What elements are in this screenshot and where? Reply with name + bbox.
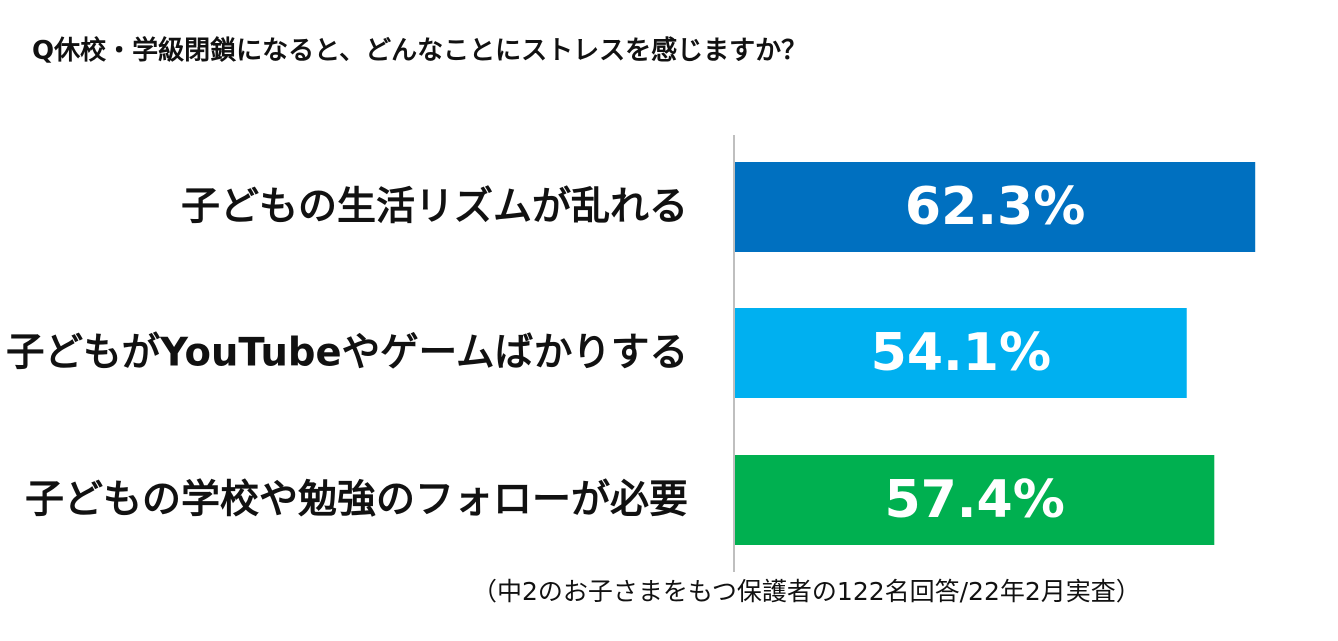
category-label-3: 子どもの学校や勉強のフォローが必要 (25, 478, 688, 523)
bar-3 (735, 455, 1215, 545)
bar-value-label-1: 62.3% (905, 177, 1085, 237)
bar-2 (735, 308, 1187, 398)
chart-title: Q休校・学級閉鎖になると、どんなことにストレスを感じますか？ (32, 36, 808, 66)
bar-1 (735, 162, 1256, 252)
bar-value-label-3: 57.4% (884, 470, 1064, 530)
category-label-1: 子どもの生活リズムが乱れる (181, 185, 688, 230)
bars-group: 62.3% 子どもの生活リズムが乱れる 54.1% 子どもがYouTubeやゲームばか… (6, 162, 1256, 545)
category-label-2: 子どもがYouTubeやゲームばかりする (6, 331, 688, 376)
bar-value-label-2: 54.1% (871, 323, 1051, 383)
survey-note: （中2のお子さまをもつ保護者の122名回答/22年2月実査） (472, 577, 1141, 606)
